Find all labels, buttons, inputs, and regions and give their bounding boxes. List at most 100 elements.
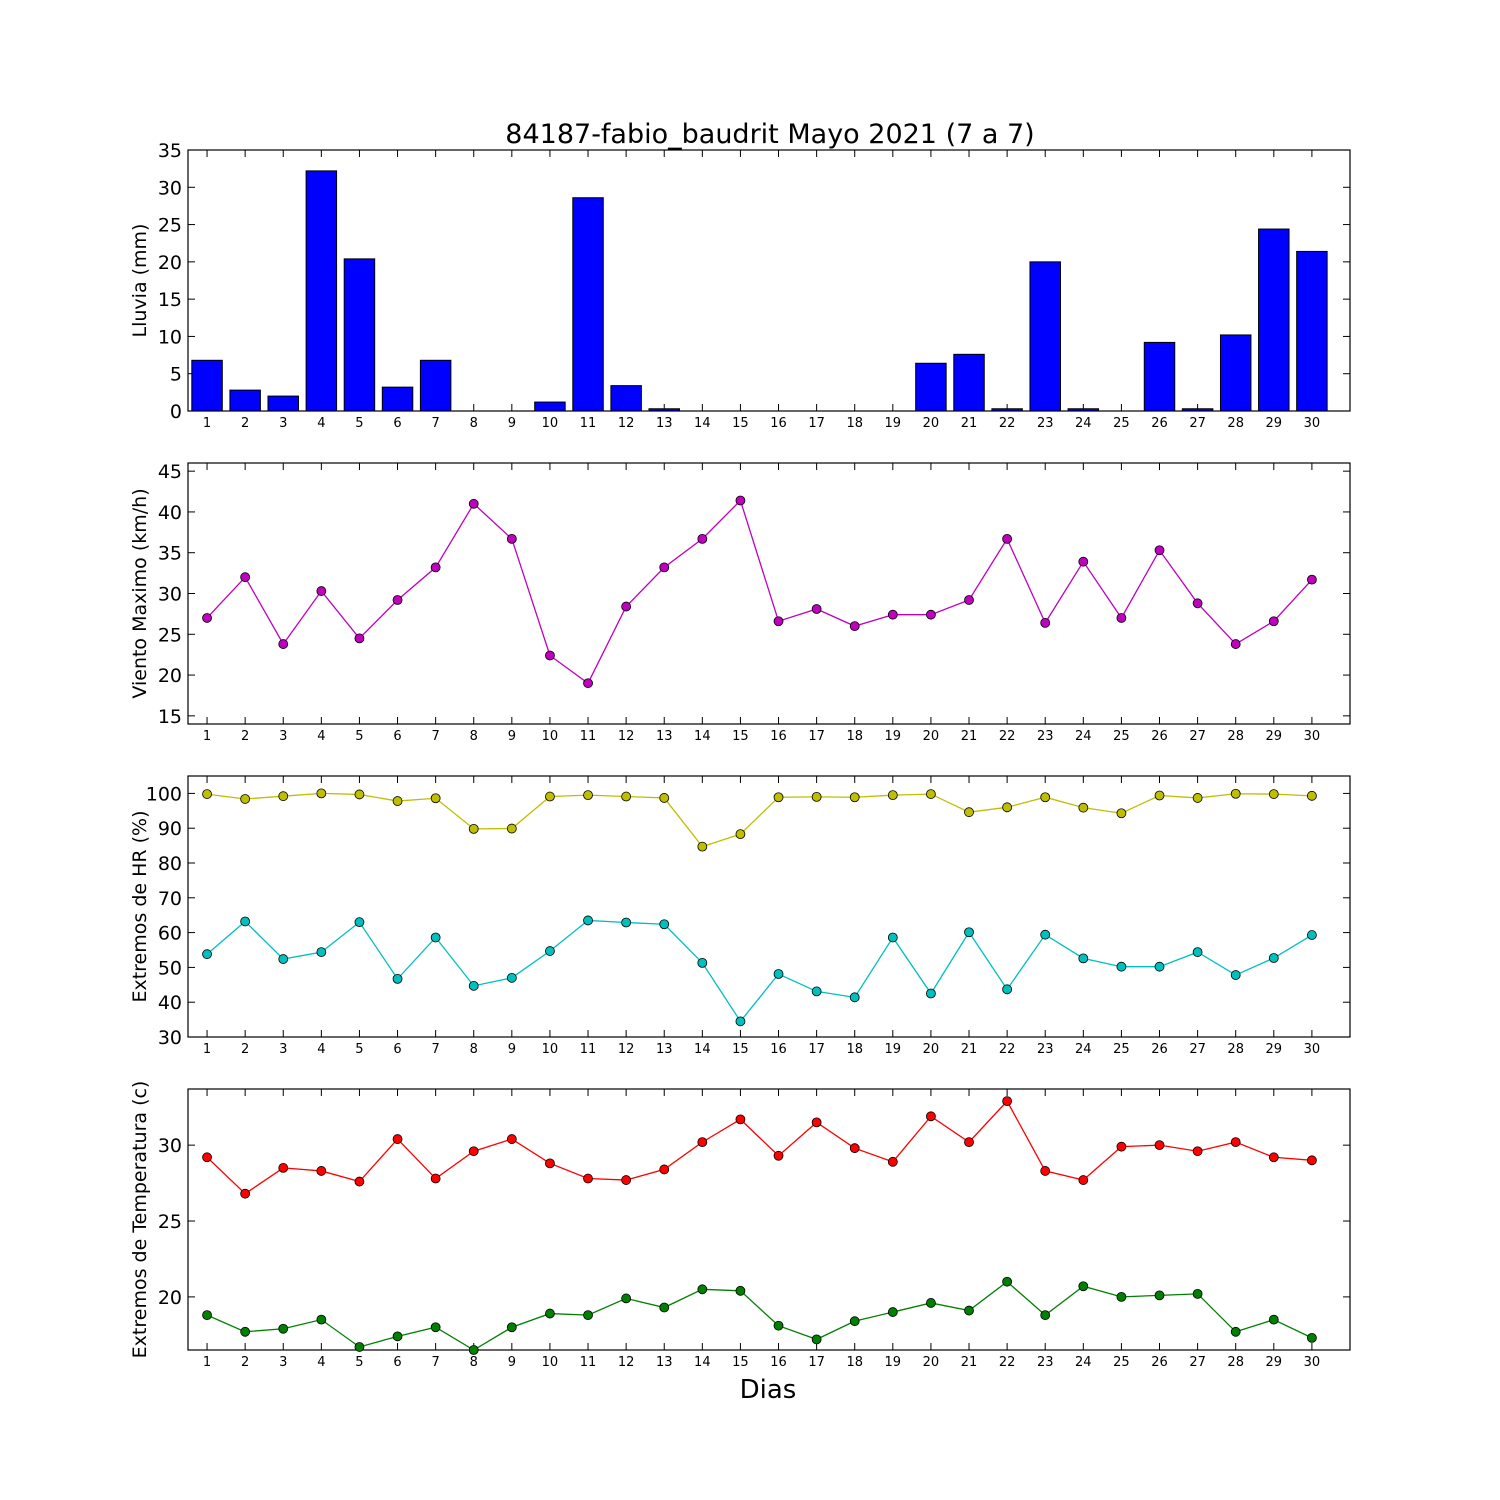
rain-bar <box>1029 261 1061 412</box>
temperature-x-tick-label: 11 <box>580 1355 597 1370</box>
rain-x-tick-label: 11 <box>580 416 597 431</box>
temperature-x-tick-label: 23 <box>1037 1355 1054 1370</box>
rain-bar <box>534 401 566 412</box>
humidity-x-tick-label: 25 <box>1113 1042 1130 1057</box>
temperature-series-2-point <box>583 1310 593 1320</box>
humidity-x-tick-label: 2 <box>241 1042 249 1057</box>
wind-y-tick-label: 35 <box>158 543 182 565</box>
temperature-series-2-point <box>468 1345 479 1355</box>
wind-y-tick-label: 25 <box>158 624 182 646</box>
rain-x-tick-label: 20 <box>923 416 940 431</box>
rain-x-tick-label: 12 <box>618 416 635 431</box>
rain-y-tick-label: 35 <box>158 140 182 162</box>
rain-x-tick-label: 29 <box>1266 416 1283 431</box>
wind-x-tick-label: 28 <box>1227 729 1244 744</box>
temperature-x-tick-label: 8 <box>470 1355 478 1370</box>
humidity-x-tick-label: 17 <box>808 1042 825 1057</box>
humidity-series-1-point <box>659 793 670 803</box>
humidity-series-2-point <box>811 986 822 997</box>
temperature-series-2-point <box>1230 1326 1241 1337</box>
humidity-x-tick-label: 3 <box>279 1042 287 1057</box>
rain-x-tick-label: 10 <box>542 416 559 431</box>
wind-x-tick-label: 1 <box>203 729 211 744</box>
humidity-x-tick-label: 27 <box>1189 1042 1206 1057</box>
rain-x-tick-label: 28 <box>1227 416 1244 431</box>
wind-x-tick-label: 18 <box>846 729 863 744</box>
humidity-x-tick-label: 30 <box>1304 1042 1321 1057</box>
wind-series-1-point <box>506 533 517 544</box>
wind-series-1-point <box>735 495 746 506</box>
temperature-x-tick-label: 15 <box>732 1355 749 1370</box>
temperature-y-tick-label: 25 <box>158 1211 182 1233</box>
humidity-x-tick-label: 20 <box>923 1042 940 1057</box>
wind-x-tick-label: 5 <box>355 729 363 744</box>
rain-bar <box>1181 408 1214 412</box>
wind-series-1-point <box>964 595 974 605</box>
wind-y-tick-label: 45 <box>158 461 182 483</box>
wind-x-tick-label: 17 <box>808 729 825 744</box>
rain-bar <box>648 408 680 412</box>
rain-y-tick-label: 30 <box>158 177 182 199</box>
rain-bar <box>1296 250 1328 412</box>
rain-x-tick-label: 21 <box>961 416 978 431</box>
humidity-series-2-point <box>316 947 327 957</box>
wind-series-1-point <box>316 586 327 596</box>
humidity-plot-frame <box>187 775 1351 1038</box>
temperature-series-2-point <box>1192 1288 1203 1299</box>
temperature-series-1-point <box>926 1111 936 1122</box>
wind-series-1-point <box>887 609 898 620</box>
temperature-series-2-point <box>1154 1290 1165 1301</box>
rain-bar <box>915 362 947 412</box>
wind-x-tick-label: 23 <box>1037 729 1054 744</box>
wind-plot-frame <box>187 462 1351 725</box>
temperature-x-tick-label: 22 <box>999 1355 1016 1370</box>
temperature-series-1-point <box>735 1114 746 1125</box>
rain-x-tick-label: 16 <box>770 416 787 431</box>
temperature-x-tick-label: 27 <box>1189 1355 1206 1370</box>
rain-y-axis-label: Lluvia (mm) <box>129 224 151 338</box>
wind-series-1-point <box>545 650 555 661</box>
humidity-series-2-point <box>1116 961 1127 972</box>
temperature-series-1-point <box>354 1176 365 1187</box>
temperature-x-tick-label: 24 <box>1075 1355 1092 1370</box>
humidity-y-tick-label: 30 <box>158 1027 182 1049</box>
rain-bar <box>610 385 642 412</box>
humidity-x-tick-label: 23 <box>1037 1042 1054 1057</box>
wind-series-1-point <box>773 616 784 627</box>
temperature-series-2-point <box>1307 1332 1317 1343</box>
rain-x-tick-label: 1 <box>203 416 211 431</box>
temperature-series-2-point <box>354 1342 365 1352</box>
humidity-y-tick-label: 90 <box>158 818 182 840</box>
rain-x-tick-label: 14 <box>694 416 711 431</box>
temperature-series-2-point <box>240 1326 251 1337</box>
humidity-series-1-point <box>849 792 860 803</box>
temperature-series-1-point <box>506 1134 517 1144</box>
wind-x-tick-label: 6 <box>393 729 401 744</box>
wind-series-1-point <box>278 639 289 649</box>
temperature-x-tick-label: 14 <box>694 1355 711 1370</box>
temperature-series-2-point <box>887 1307 898 1317</box>
humidity-y-tick-label: 80 <box>158 853 182 875</box>
humidity-series-1-point <box>811 791 822 802</box>
wind-x-tick-label: 11 <box>580 729 597 744</box>
wind-x-tick-label: 13 <box>656 729 673 744</box>
rain-x-tick-label: 17 <box>808 416 825 431</box>
temperature-series-1-point <box>1002 1096 1013 1107</box>
humidity-series-1-point <box>1230 788 1241 799</box>
wind-x-tick-label: 12 <box>618 729 635 744</box>
rain-bar <box>381 386 414 412</box>
humidity-series-1-line <box>206 792 1312 848</box>
humidity-series-1-point <box>392 796 403 806</box>
wind-series-1-point <box>392 595 403 605</box>
humidity-series-2-point <box>964 927 974 938</box>
humidity-series-1-point <box>621 791 632 802</box>
rain-bar <box>191 359 223 412</box>
humidity-x-tick-label: 4 <box>317 1042 325 1057</box>
temperature-x-tick-label: 1 <box>203 1355 211 1370</box>
wind-series-1-point <box>1307 574 1317 585</box>
temperature-series-2-point <box>926 1298 936 1308</box>
humidity-x-tick-label: 26 <box>1151 1042 1168 1057</box>
wind-x-tick-label: 9 <box>508 729 516 744</box>
